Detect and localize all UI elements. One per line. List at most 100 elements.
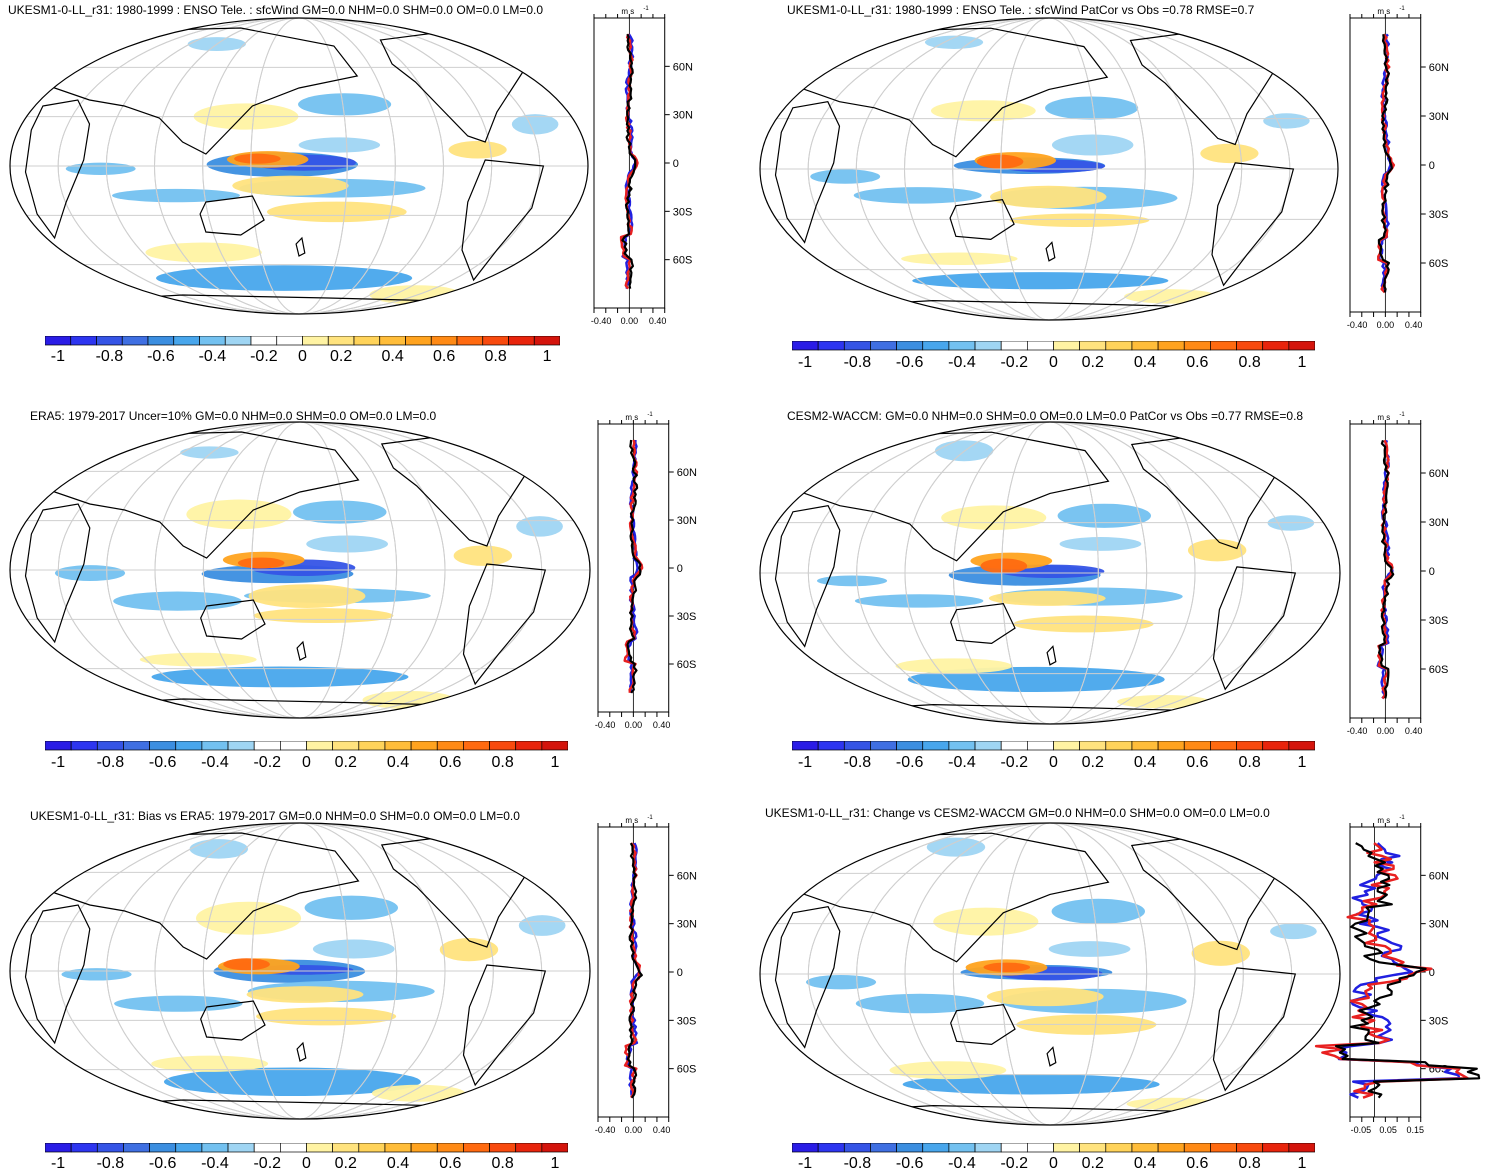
colorbar-segment <box>96 741 124 751</box>
units-label: m s <box>1377 413 1390 422</box>
panel-title: UKESM1-0-LL_r31: Bias vs ERA5: 1979-2017… <box>30 809 520 823</box>
colorbar <box>45 1143 568 1153</box>
colorbar-segment <box>1079 741 1107 751</box>
colorbar-segment <box>463 1143 490 1153</box>
colorbar-segment <box>1105 741 1133 751</box>
zonal-x-tick-label: -0.40 <box>595 1125 616 1135</box>
colorbar-label: -0.2 <box>1000 354 1029 371</box>
colorbar-segment <box>533 336 560 346</box>
colorbar-segment <box>227 741 255 751</box>
robinson-map <box>9 17 589 315</box>
latitude-label: 0 <box>1429 160 1435 172</box>
colorbar-segment <box>70 741 98 751</box>
colorbar-segment <box>45 336 72 346</box>
colorbar-segment <box>515 1143 543 1153</box>
colorbar-segment <box>201 1143 229 1153</box>
latitude-label: 30N <box>1429 517 1449 529</box>
colorbar-segment <box>45 1143 72 1153</box>
colorbar-label: -0.8 <box>96 754 125 771</box>
colorbar-segment <box>515 741 543 751</box>
colorbar <box>45 741 568 751</box>
colorbar-label: -0.4 <box>198 348 227 365</box>
colorbar-label: 0.4 <box>1133 1155 1157 1172</box>
colorbar-label: -0.4 <box>201 754 229 771</box>
units-exponent: -1 <box>643 6 649 12</box>
colorbar-segment <box>948 341 976 351</box>
colorbar-label: 0.4 <box>1133 354 1157 371</box>
colorbar-segment <box>843 1143 871 1153</box>
colorbar-segment <box>1236 1143 1264 1153</box>
colorbar-segment <box>1079 1143 1107 1153</box>
colorbar-segment <box>508 336 535 346</box>
colorbar-segment <box>123 1143 150 1153</box>
colorbar-segment <box>410 1143 438 1153</box>
colorbar-segment <box>1105 341 1133 351</box>
colorbar-segment <box>430 336 458 346</box>
colorbar-label: -0.2 <box>253 754 282 771</box>
colorbar-segment <box>96 1143 124 1153</box>
colorbar-label: 0.6 <box>439 1155 462 1172</box>
colorbar-segment <box>379 336 406 346</box>
colorbar-segment <box>227 1143 255 1153</box>
colorbar-label: -0.4 <box>948 754 976 771</box>
colorbar-segment <box>224 336 252 346</box>
colorbar-segment <box>1105 1143 1133 1153</box>
colorbar-segment <box>70 1143 98 1153</box>
colorbar-label: 0.2 <box>1081 754 1104 771</box>
colorbar-segment <box>173 336 200 346</box>
colorbar-label: 0.4 <box>1133 754 1157 771</box>
colorbar-label: 1 <box>1297 354 1307 371</box>
colorbar-segment <box>870 341 897 351</box>
colorbar-label: -0.8 <box>843 1155 872 1172</box>
zonal-mean-plot: 60N 30N 0 30S 60S m s -1 -0.40 0.00 0.40 <box>1347 6 1449 330</box>
colorbar-label: -0.6 <box>895 754 924 771</box>
colorbar-label: -0.2 <box>1000 754 1029 771</box>
latitude-label: 60S <box>677 1064 697 1076</box>
colorbar-segment <box>1027 1143 1054 1153</box>
latitude-label: 0 <box>677 967 683 979</box>
colorbar-segment <box>1053 741 1080 751</box>
robinson-map <box>759 17 1339 321</box>
zonal-x-tick-label: 0.40 <box>653 1125 671 1135</box>
colorbar-segment <box>149 741 177 751</box>
colorbar-segment <box>1053 341 1080 351</box>
colorbar-segment <box>1236 341 1264 351</box>
zonal-mean-plot: 60N 30N 0 30S 60S m s -1 -0.40 0.00 0.40 <box>595 815 697 1135</box>
colorbar-segment <box>280 741 307 751</box>
colorbar-label: 0.6 <box>433 348 456 365</box>
colorbar-label: -0.2 <box>250 348 278 365</box>
latitude-label: 30N <box>1429 111 1449 123</box>
colorbar-label: -0.4 <box>201 1155 229 1172</box>
colorbar-segment <box>1183 741 1211 751</box>
units-exponent: -1 <box>1399 815 1405 821</box>
zonal-mean-plot: 60N 30N 0 30S 60S m s -1 -0.40 0.00 0.40 <box>591 6 693 326</box>
colorbar-segment <box>974 741 1002 751</box>
colorbar-label: 1 <box>1297 1155 1307 1172</box>
latitude-label: 0 <box>673 158 679 170</box>
colorbar-segment <box>463 741 490 751</box>
colorbar-segment <box>1210 1143 1237 1153</box>
latitude-label: 60N <box>677 870 697 882</box>
latitude-label: 60N <box>677 467 697 479</box>
colorbar-segment <box>870 741 897 751</box>
colorbar-segment <box>870 1143 897 1153</box>
colorbar-segment <box>1183 341 1211 351</box>
colorbar-segment <box>175 1143 203 1153</box>
colorbar-segment <box>1262 1143 1290 1153</box>
colorbar-segment <box>199 336 226 346</box>
robinson-map <box>9 421 591 719</box>
colorbar-segment <box>948 741 976 751</box>
colorbar-label: 1 <box>1297 754 1307 771</box>
colorbar-label: 0 <box>302 1155 311 1172</box>
colorbar-segment <box>332 741 360 751</box>
colorbar-segment <box>353 336 381 346</box>
colorbar-segment <box>410 741 438 751</box>
colorbar-segment <box>817 341 845 351</box>
colorbar <box>792 741 1315 751</box>
colorbar-segment <box>1183 1143 1211 1153</box>
colorbar-label: -0.6 <box>147 348 175 365</box>
colorbar-segment <box>948 1143 976 1153</box>
colorbar-segment <box>1157 341 1185 351</box>
latitude-label: 30S <box>1429 209 1449 221</box>
